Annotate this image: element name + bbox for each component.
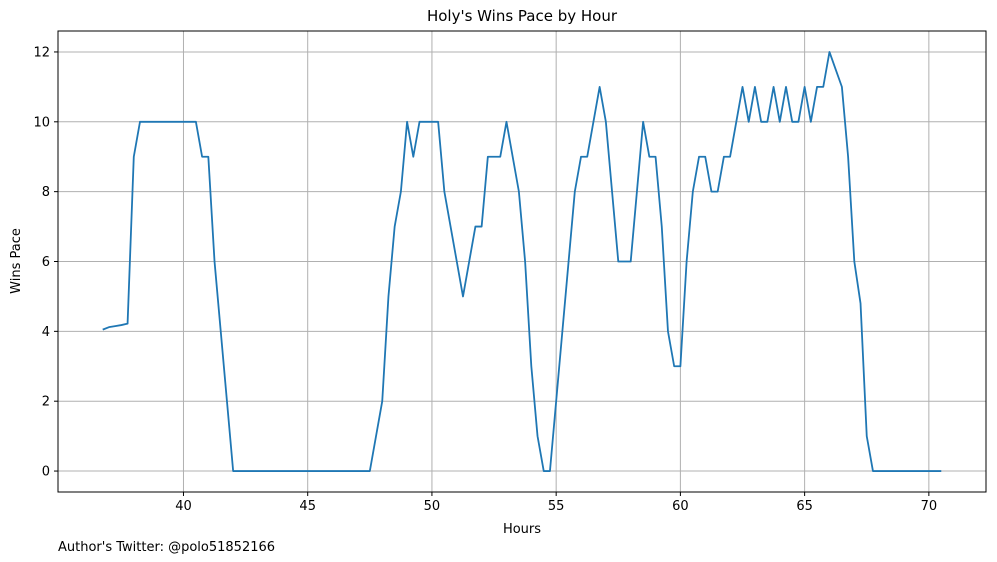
y-tick-label: 8 — [42, 185, 50, 200]
wins-pace-line — [102, 51, 942, 472]
author-footnote: Author's Twitter: @polo51852166 — [58, 540, 275, 555]
y-tick-label: 6 — [42, 255, 50, 270]
chart-title: Holy's Wins Pace by Hour — [427, 7, 618, 25]
plot-frame — [57, 30, 987, 493]
x-tick-label: 60 — [672, 499, 689, 514]
x-tick-label: 55 — [548, 499, 565, 514]
axis-ticks: 40 45 50 55 60 65 70 0 2 4 6 8 10 12 — [33, 45, 937, 514]
x-axis-label: Hours — [503, 522, 541, 537]
y-tick-label: 4 — [42, 325, 50, 340]
x-tick-label: 70 — [921, 499, 938, 514]
y-tick-label: 0 — [42, 465, 50, 480]
x-tick-label: 65 — [796, 499, 813, 514]
series-layer — [102, 51, 942, 472]
x-tick-label: 50 — [424, 499, 441, 514]
y-tick-label: 10 — [33, 115, 50, 130]
y-tick-label: 2 — [42, 395, 50, 410]
x-tick-label: 45 — [299, 499, 316, 514]
y-axis-label: Wins Pace — [9, 228, 24, 294]
x-tick-label: 40 — [175, 499, 192, 514]
y-tick-label: 12 — [33, 45, 50, 60]
grid — [58, 31, 986, 492]
